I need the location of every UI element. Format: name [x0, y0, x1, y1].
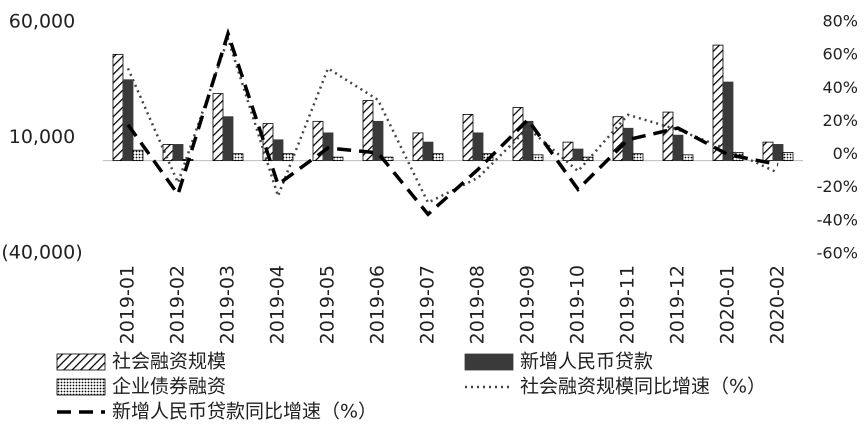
y2-tick-label: 20% — [822, 111, 858, 130]
x-tick-label: 2019-01 — [117, 265, 139, 344]
y-tick-label: 10,000 — [9, 126, 75, 148]
x-tick-label: 2019-12 — [667, 265, 689, 344]
bar — [282, 153, 294, 161]
bar — [672, 134, 684, 162]
bar — [532, 154, 544, 161]
y2-tick-label: -60% — [817, 244, 858, 263]
legend-swatch — [56, 353, 106, 371]
x-tick-label: 2019-02 — [167, 265, 189, 344]
y-tick-label: (40,000) — [1, 242, 82, 264]
bar — [222, 116, 234, 161]
legend-label: 新增人民币贷款 — [520, 351, 653, 373]
bar — [722, 81, 734, 161]
y2-tick-label: -20% — [817, 177, 858, 196]
bar — [372, 120, 384, 162]
legend-swatch — [56, 378, 106, 396]
y2-tick-label: 60% — [822, 45, 858, 64]
x-tick-label: 2019-07 — [417, 265, 439, 344]
y2-tick-label: 0% — [833, 144, 858, 163]
bar — [782, 152, 794, 161]
bar — [432, 153, 444, 161]
legend-label: 社会融资规模同比增速（%） — [520, 376, 766, 398]
bar — [762, 141, 774, 161]
bar — [632, 153, 644, 161]
bar — [172, 144, 184, 161]
bar — [572, 148, 584, 162]
bar — [462, 114, 474, 162]
bar — [412, 132, 424, 162]
legend-label: 新增人民币贷款同比增速（%） — [112, 401, 377, 423]
legend-label: 企业债券融资 — [112, 376, 226, 398]
x-tick-label: 2020-02 — [767, 265, 789, 344]
bar — [122, 79, 134, 161]
bar — [212, 93, 224, 161]
x-tick-label: 2019-09 — [517, 265, 539, 344]
bar — [232, 153, 244, 161]
bar — [422, 141, 434, 161]
bar — [472, 132, 484, 162]
y2-tick-label: -40% — [817, 210, 858, 229]
x-tick-label: 2020-01 — [717, 265, 739, 344]
bar — [272, 139, 284, 161]
bar — [682, 154, 694, 161]
bar — [662, 111, 674, 161]
x-tick-label: 2019-03 — [217, 265, 239, 344]
y2-tick-label: 80% — [822, 12, 858, 31]
bar — [332, 156, 344, 161]
legend-label: 社会融资规模 — [112, 351, 226, 373]
x-tick-label: 2019-10 — [567, 265, 589, 344]
x-tick-label: 2019-11 — [617, 265, 639, 344]
y-tick-label: 60,000 — [9, 11, 75, 33]
y2-tick-label: 40% — [822, 78, 858, 97]
x-tick-label: 2019-04 — [267, 265, 289, 344]
bar — [132, 149, 144, 162]
x-tick-label: 2019-05 — [317, 265, 339, 344]
legend-swatch — [464, 353, 514, 371]
bar — [112, 53, 124, 162]
bar — [522, 120, 534, 162]
bar — [562, 141, 574, 161]
x-tick-label: 2019-06 — [367, 265, 389, 344]
x-tick-label: 2019-08 — [467, 265, 489, 344]
bar — [772, 144, 784, 161]
